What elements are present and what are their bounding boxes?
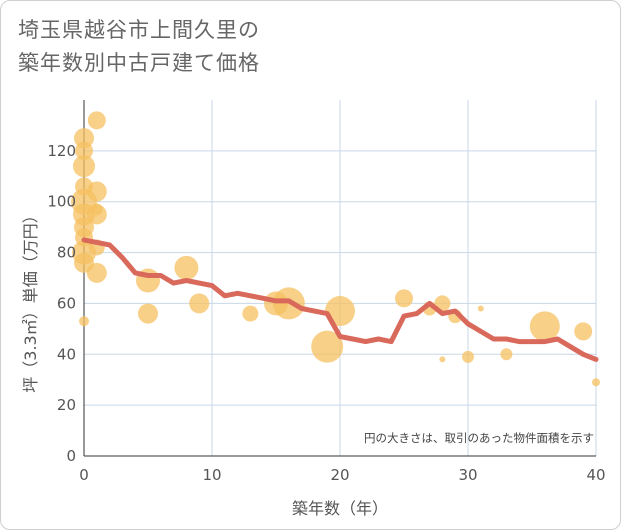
data-point: [574, 322, 593, 341]
data-point: [477, 305, 484, 312]
data-point: [462, 350, 474, 363]
x-tick-label: 30: [458, 466, 477, 484]
data-point: [189, 293, 210, 314]
data-point: [86, 262, 107, 283]
data-point: [242, 305, 259, 322]
data-point: [138, 303, 158, 324]
y-tick-label: 20: [57, 396, 76, 414]
y-tick-label: 40: [57, 345, 76, 363]
x-tick-label: 20: [330, 466, 349, 484]
chart-annotation: 円の大きさは、取引のあった物件面積を示す: [364, 431, 594, 445]
chart-title: 埼玉県越谷市上間久里の 築年数別中古戸建て価格: [18, 14, 260, 80]
x-axis-label: 築年数（年）: [292, 499, 388, 518]
data-point: [311, 330, 344, 363]
data-point: [592, 378, 600, 387]
chart-title-line1: 埼玉県越谷市上間久里の: [18, 18, 260, 42]
y-tick-label: 60: [57, 294, 76, 312]
data-point: [74, 128, 94, 149]
y-axis-label: 坪（3.3㎡）単価（万円）: [21, 207, 40, 392]
data-point: [439, 356, 446, 363]
data-point: [75, 141, 93, 160]
data-point: [174, 255, 199, 280]
chart-title-line2: 築年数別中古戸建て価格: [18, 51, 260, 75]
data-point: [90, 203, 103, 216]
x-tick-label: 10: [202, 466, 221, 484]
data-point: [87, 111, 106, 130]
y-tick-label: 120: [47, 142, 76, 160]
y-tick-label: 100: [47, 193, 76, 211]
x-tick-label: 40: [586, 466, 605, 484]
x-tick-label: 0: [79, 466, 89, 484]
y-tick-label: 0: [66, 447, 76, 465]
data-point: [79, 316, 89, 327]
data-point: [529, 311, 560, 342]
data-point: [395, 289, 413, 308]
data-point: [86, 181, 107, 202]
trend-line: [81, 237, 599, 362]
data-point: [500, 348, 513, 361]
y-tick-label: 80: [57, 244, 76, 262]
data-point: [73, 155, 95, 178]
